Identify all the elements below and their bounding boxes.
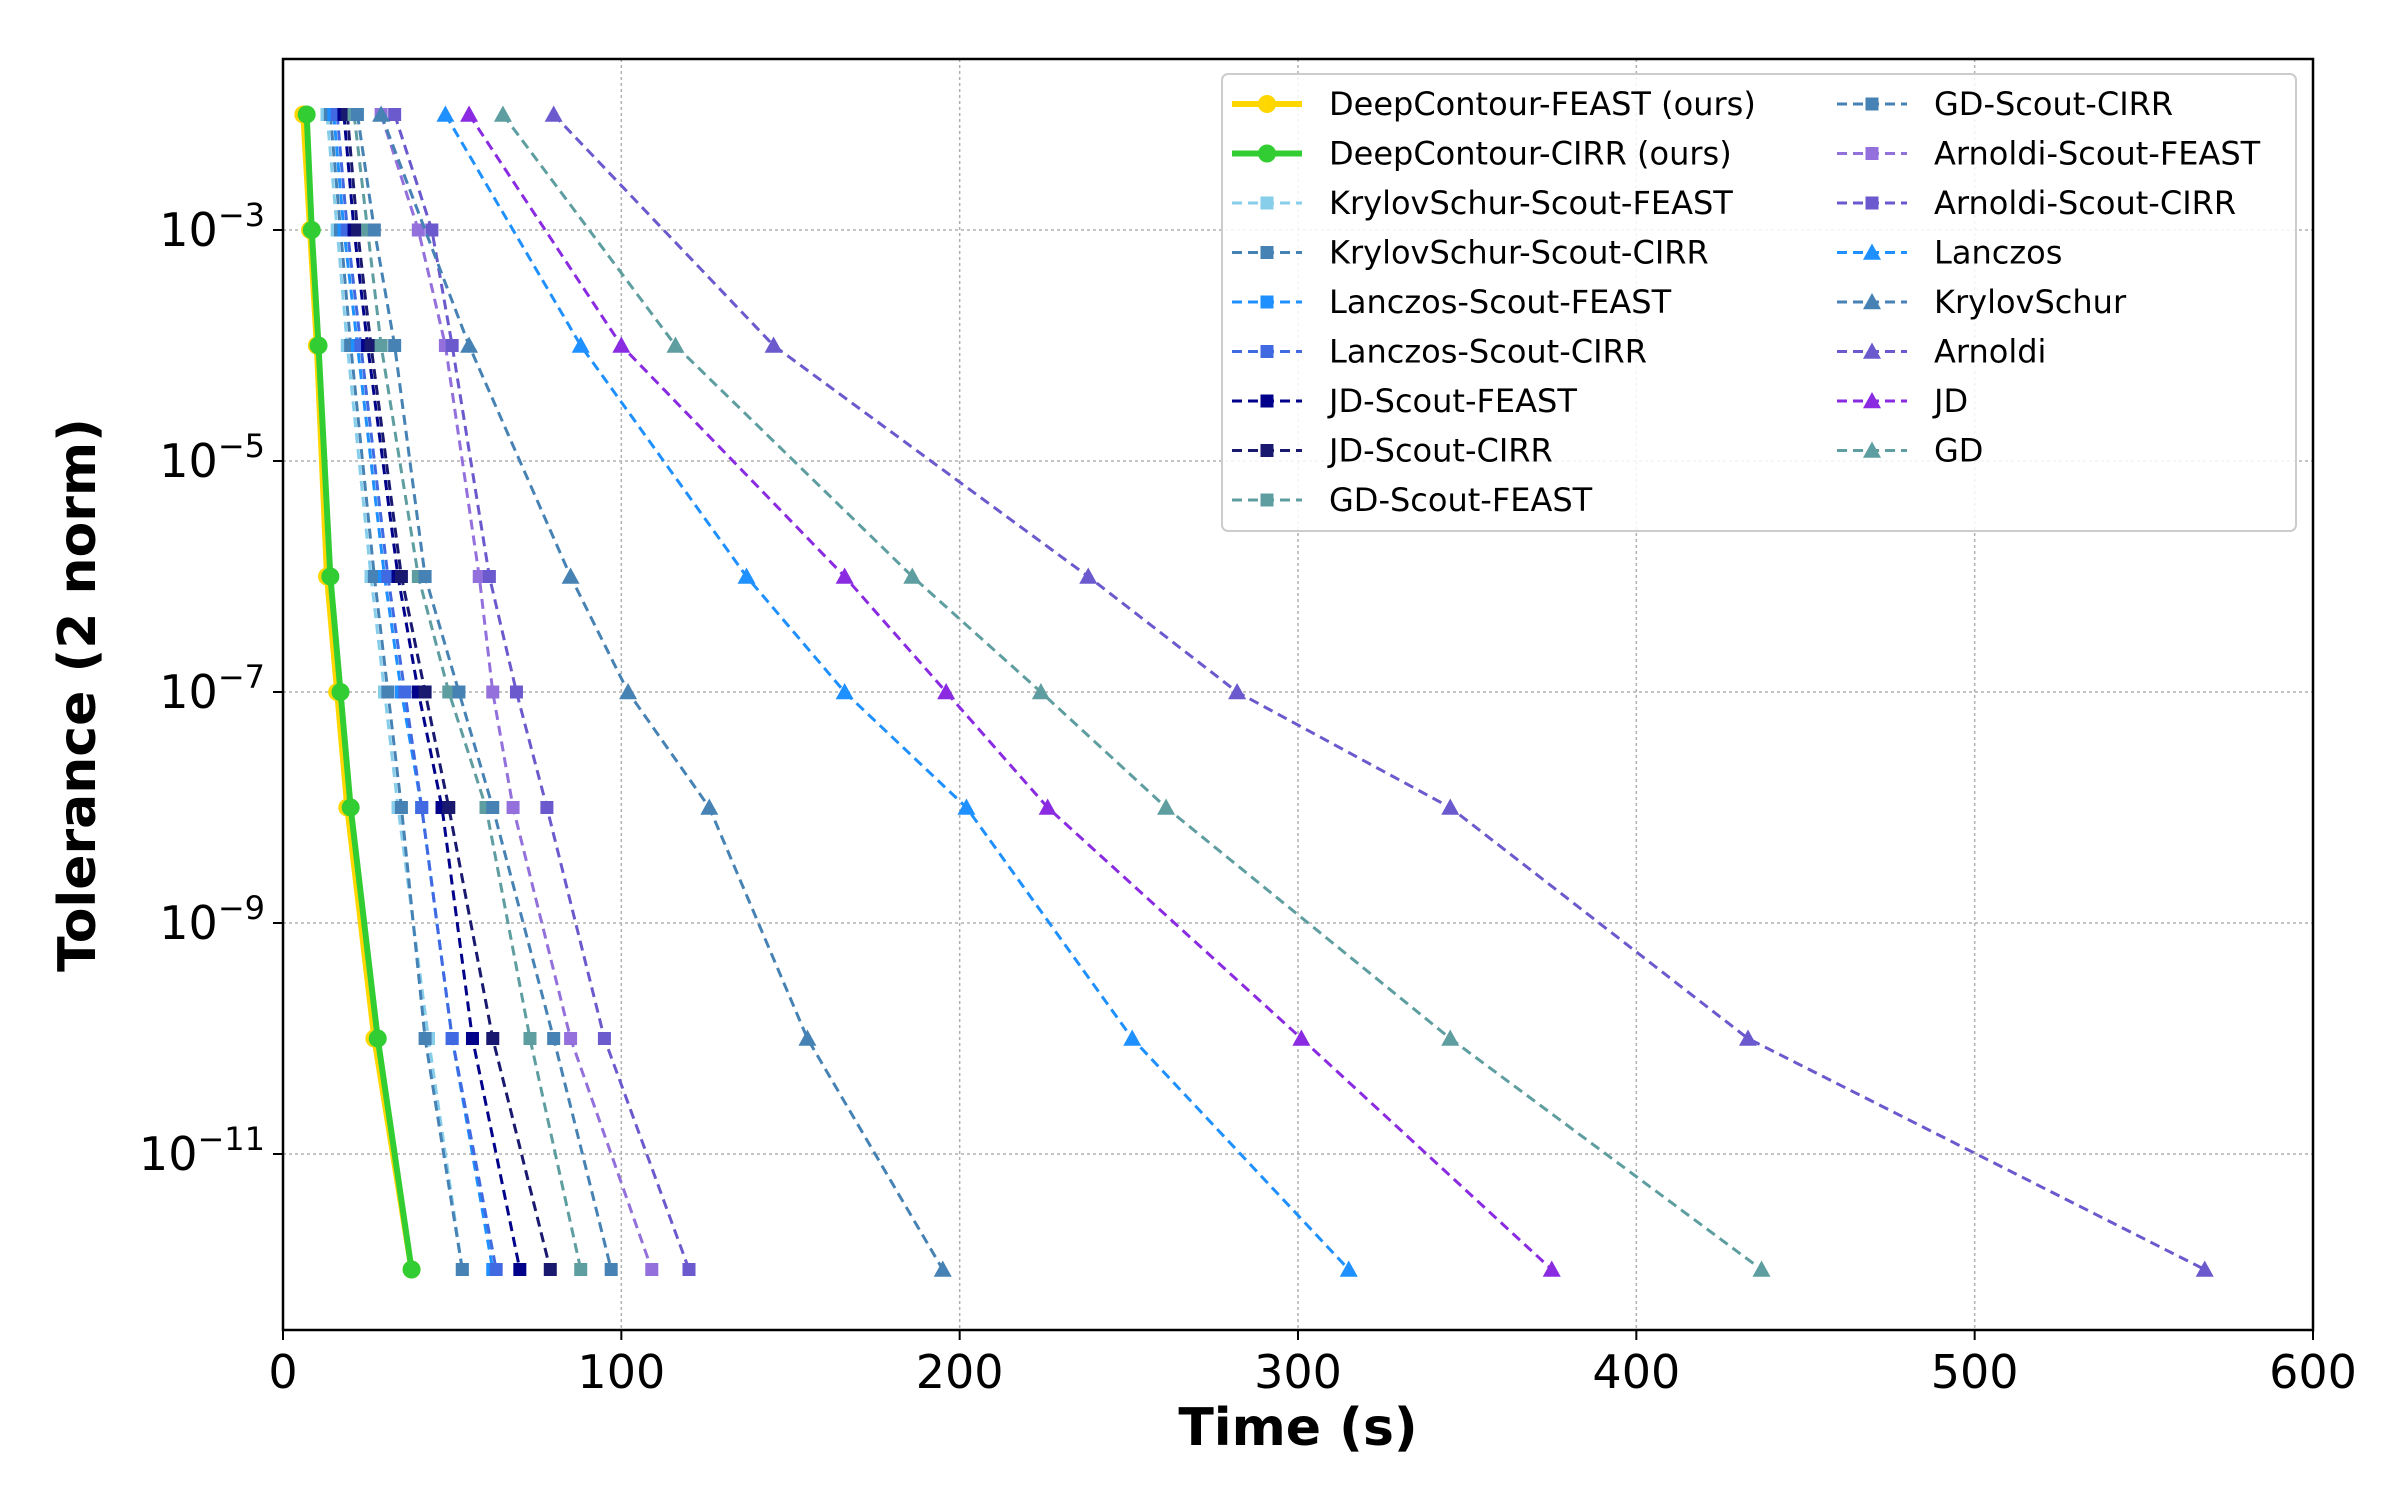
- y-tick-label: 10−11: [139, 1120, 265, 1181]
- legend-item: KrylovSchur: [1837, 283, 2127, 321]
- legend-label: DeepContour-CIRR (ours): [1329, 135, 1732, 173]
- y-tick-label: 10−5: [159, 427, 265, 488]
- legend-item: KrylovSchur-Scout-FEAST: [1232, 184, 1733, 222]
- y-axis-ticks: 10−3 10−5 10−7 10−9 10−11: [139, 196, 283, 1181]
- x-tick-label: 200: [916, 1345, 1004, 1399]
- y-tick-label: 10−9: [159, 889, 265, 950]
- legend-item: KrylovSchur-Scout-CIRR: [1232, 234, 1709, 272]
- legend-item: Lanczos: [1837, 234, 2062, 272]
- legend-item: GD-Scout-CIRR: [1837, 85, 2173, 123]
- series-krylovschur: [372, 105, 952, 1277]
- legend-item: JD: [1837, 382, 1968, 420]
- x-tick-label: 0: [268, 1345, 297, 1399]
- series-lanczos: [436, 105, 1358, 1277]
- legend-label: Arnoldi-Scout-CIRR: [1934, 184, 2236, 222]
- legend-item: GD-Scout-FEAST: [1232, 481, 1593, 519]
- series-deepcontour-cirr-ours-: [297, 105, 421, 1279]
- legend-item: Arnoldi-Scout-FEAST: [1837, 135, 2261, 173]
- series-jd-scout-cirr: [340, 108, 557, 1276]
- x-tick-label: 600: [2269, 1345, 2357, 1399]
- legend-label: JD-Scout-CIRR: [1327, 432, 1553, 470]
- legend-label: DeepContour-FEAST (ours): [1329, 85, 1756, 123]
- legend-item: Arnoldi-Scout-CIRR: [1837, 184, 2236, 222]
- legend-label: Arnoldi-Scout-FEAST: [1934, 135, 2261, 173]
- legend-item: GD: [1837, 432, 1983, 470]
- legend-item: Lanczos-Scout-FEAST: [1232, 283, 1672, 321]
- x-tick-label: 500: [1931, 1345, 2019, 1399]
- legend-label: Arnoldi: [1934, 333, 2046, 371]
- x-axis-label: Time (s): [1178, 1398, 1417, 1458]
- series-arnoldi: [544, 105, 2214, 1277]
- legend-item: Arnoldi: [1837, 333, 2046, 371]
- y-tick-label: 10−7: [159, 658, 265, 719]
- legend-label: KrylovSchur: [1934, 283, 2127, 321]
- y-axis-label: Tolerance (2 norm): [48, 418, 108, 972]
- series-jd: [460, 105, 1561, 1277]
- x-tick-label: 300: [1254, 1345, 1342, 1399]
- legend-label: Lanczos-Scout-CIRR: [1329, 333, 1647, 371]
- legend-item: DeepContour-CIRR (ours): [1232, 135, 1732, 173]
- series-gd: [493, 105, 1771, 1277]
- x-axis-ticks: 0 100 200 300 400 500 600: [268, 1330, 2357, 1399]
- x-tick-label: 100: [577, 1345, 665, 1399]
- series-arnoldi-scout-cirr: [388, 108, 696, 1276]
- legend-item: JD-Scout-FEAST: [1232, 382, 1577, 420]
- legend-label: Lanczos: [1934, 234, 2062, 272]
- legend-label: KrylovSchur-Scout-CIRR: [1329, 234, 1709, 272]
- x-tick-label: 400: [1592, 1345, 1680, 1399]
- y-tick-label: 10−3: [159, 196, 265, 257]
- legend-label: JD-Scout-FEAST: [1327, 382, 1577, 420]
- legend-label: GD-Scout-FEAST: [1329, 481, 1593, 519]
- data-series: [294, 105, 2214, 1279]
- legend-label: KrylovSchur-Scout-FEAST: [1329, 184, 1733, 222]
- legend-item: Lanczos-Scout-CIRR: [1232, 333, 1647, 371]
- legend-label: GD: [1934, 432, 1983, 470]
- legend-label: GD-Scout-CIRR: [1934, 85, 2173, 123]
- legend-label: Lanczos-Scout-FEAST: [1329, 283, 1672, 321]
- legend: DeepContour-FEAST (ours) DeepContour-CIRR…: [1221, 73, 2297, 532]
- legend-label: JD: [1932, 382, 1968, 420]
- legend-item: DeepContour-FEAST (ours): [1232, 85, 1756, 123]
- legend-item: JD-Scout-CIRR: [1232, 432, 1553, 470]
- series-gd-scout-cirr: [350, 108, 618, 1276]
